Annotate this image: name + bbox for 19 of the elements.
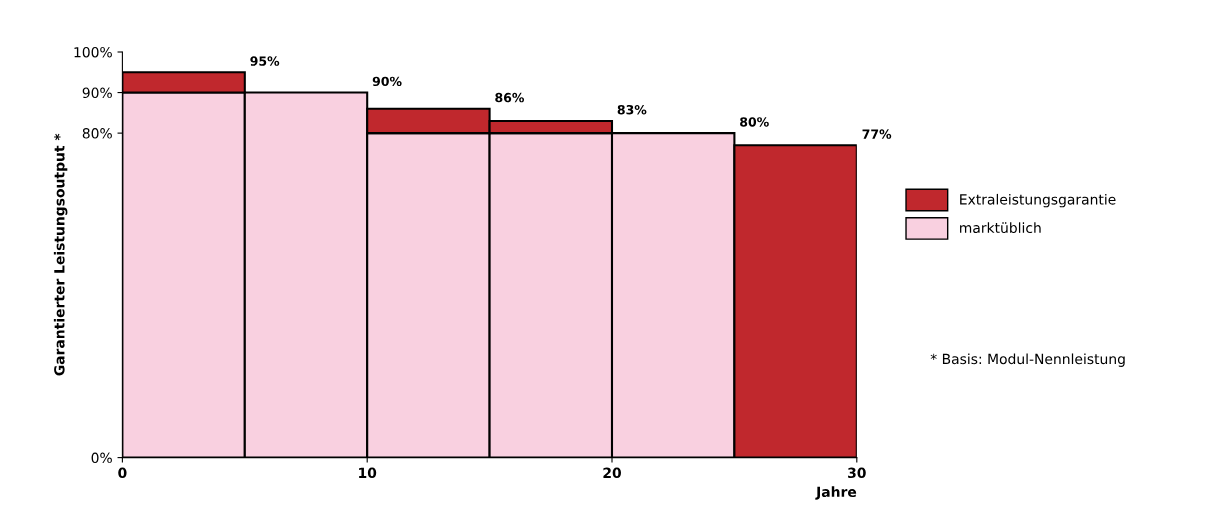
x-tick-label: 10 <box>359 467 377 479</box>
text: * Basis: Modul-Nennleistung <box>930 353 1125 367</box>
legend-label: Extraleistungsgarantie <box>960 193 1116 208</box>
total-label: 77% <box>862 129 892 139</box>
total-label: 86% <box>495 92 525 103</box>
y-tick-label: 100% <box>74 46 112 58</box>
y-tick-label: 90% <box>82 87 112 99</box>
total-label: 95% <box>250 56 280 66</box>
legend-label: marktüblich <box>960 222 1041 234</box>
y-tick-label: 80% <box>82 128 112 139</box>
x-axis-title: Jahre <box>815 486 857 500</box>
total-label: 90% <box>372 76 402 87</box>
x-tick-label: 0 <box>118 467 127 479</box>
y-axis-title: Garantierter Leistungsoutput * <box>53 133 68 376</box>
total-label: 80% <box>740 117 769 127</box>
y-tick-label: 0% <box>91 452 112 464</box>
x-tick-label: 20 <box>603 467 621 479</box>
total-label: 83% <box>617 105 647 115</box>
x-tick-label: 30 <box>848 467 866 479</box>
